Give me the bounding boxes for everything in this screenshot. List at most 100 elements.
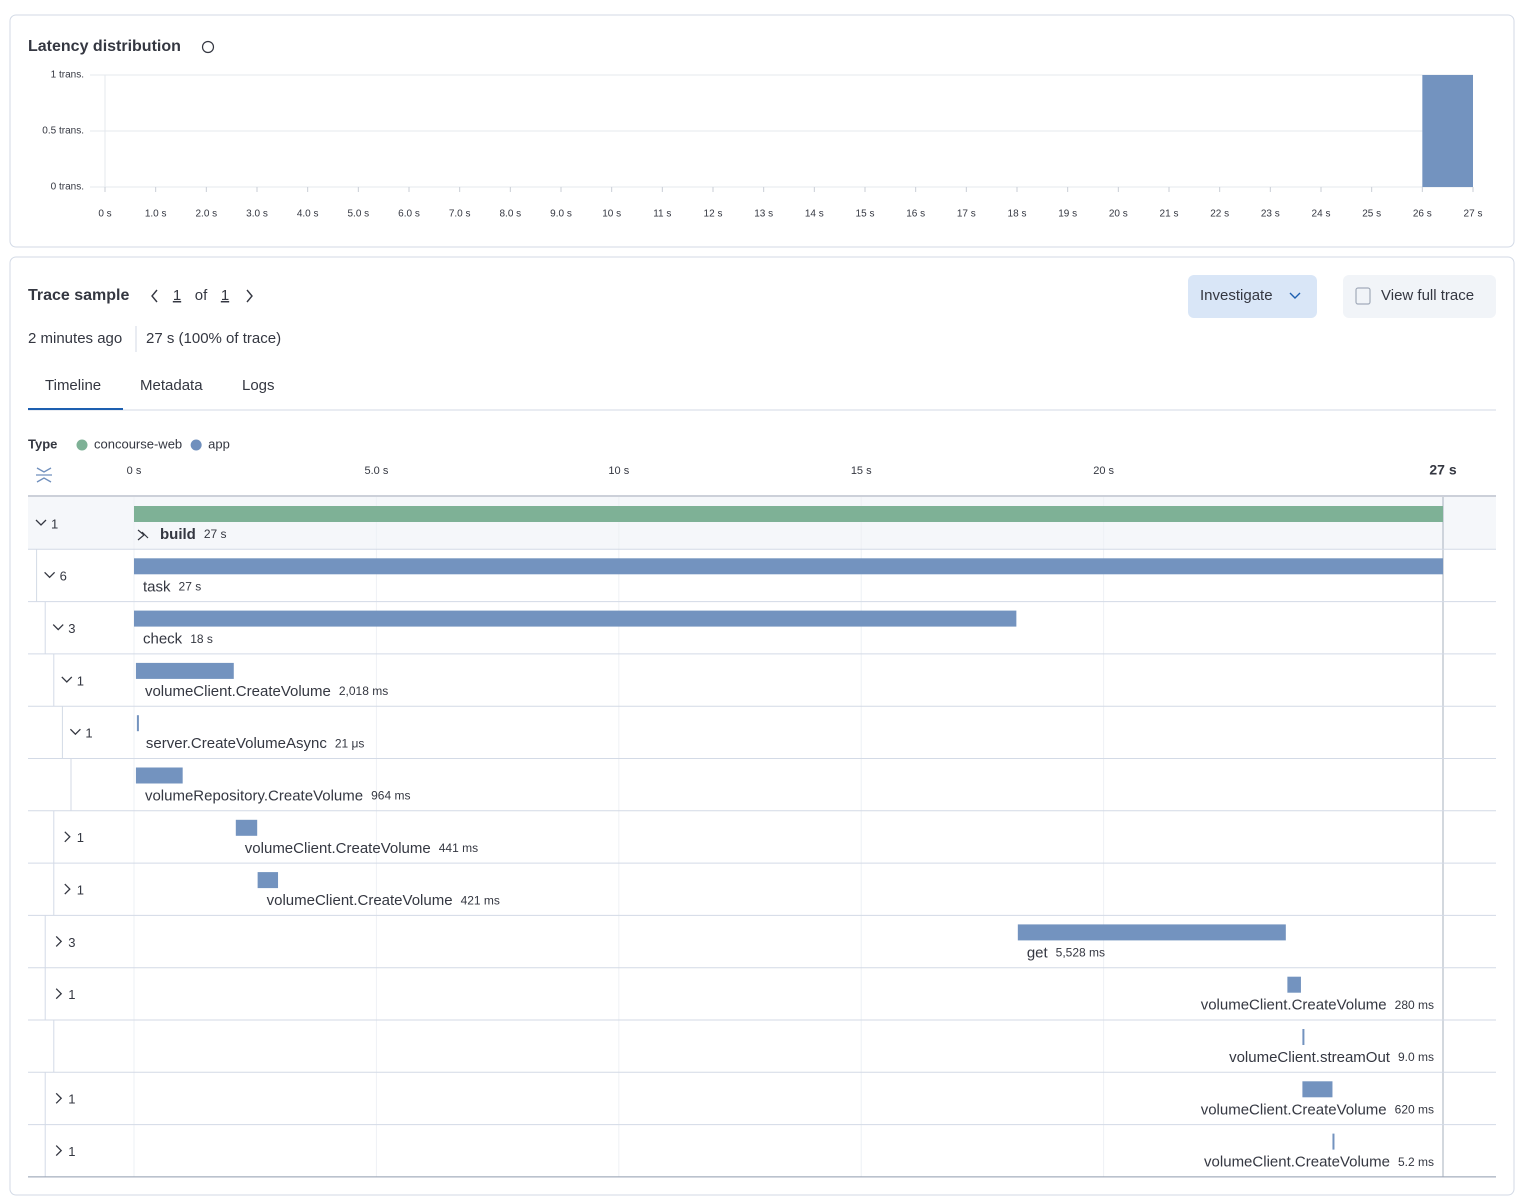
toggle[interactable]: [61, 676, 73, 683]
x-tick-label: 6.0 s: [398, 209, 420, 220]
prev-button[interactable]: [151, 289, 158, 303]
legend-title: Type: [28, 436, 57, 451]
view-trace-button[interactable]: [1343, 275, 1496, 318]
x-tick-label: 18 s: [1008, 209, 1027, 220]
span-bar[interactable]: [257, 872, 279, 889]
span-duration: 441 ms: [439, 841, 478, 855]
span-bar[interactable]: [1302, 1081, 1333, 1098]
legend-label: app: [208, 436, 230, 451]
investigate-button[interactable]: [1188, 275, 1317, 318]
toggle[interactable]: [55, 1092, 63, 1104]
toggle[interactable]: [35, 519, 47, 526]
x-tick-label: 13 s: [754, 209, 773, 220]
span-duration: 5.2 ms: [1398, 1155, 1434, 1169]
x-tick-label: 14 s: [805, 209, 824, 220]
x-tick-label: 20 s: [1109, 209, 1128, 220]
span-name: volumeRepository.CreateVolume: [145, 787, 363, 804]
x-tick-label: 17 s: [957, 209, 976, 220]
tab-underline: [28, 408, 123, 410]
bar: [1422, 75, 1473, 187]
legend-label: concourse-web: [94, 436, 182, 451]
next-button[interactable]: [246, 289, 253, 303]
collapse-all-icon[interactable]: [36, 467, 52, 483]
span-bar[interactable]: [136, 715, 139, 732]
span-name: volumeClient.CreateVolume: [267, 892, 453, 909]
span-name: server.CreateVolumeAsync: [146, 735, 327, 752]
span-bar[interactable]: [134, 506, 1443, 522]
y-tick-label: 0.5 trans.: [42, 126, 84, 137]
timeline-tick-label: 27 s: [1429, 462, 1456, 478]
tab[interactable]: Timeline: [45, 377, 101, 394]
page-of: of: [195, 287, 208, 304]
x-tick-label: 24 s: [1312, 209, 1331, 220]
span-duration: 21 μs: [335, 736, 365, 750]
span-duration: 2,018 ms: [339, 684, 388, 698]
toggle[interactable]: [52, 624, 64, 631]
view-trace-label[interactable]: View full trace: [1381, 287, 1474, 304]
toggle[interactable]: [64, 883, 71, 895]
x-tick-label: 26 s: [1413, 209, 1432, 220]
help-icon[interactable]: [201, 40, 215, 54]
investigate-chevron: [1289, 292, 1301, 299]
span-bar[interactable]: [235, 819, 258, 836]
toggle[interactable]: [55, 988, 63, 1000]
page-total[interactable]: 1: [221, 287, 229, 304]
span-bar[interactable]: [1332, 1133, 1335, 1150]
span-duration: 620 ms: [1395, 1102, 1434, 1116]
child-count: 1: [77, 883, 84, 898]
child-count: 3: [68, 935, 75, 950]
toggle[interactable]: [55, 1145, 63, 1157]
x-tick-label: 15 s: [856, 209, 875, 220]
tab[interactable]: Logs: [242, 377, 275, 394]
span-bar[interactable]: [134, 610, 1017, 627]
investigate-label[interactable]: Investigate: [1200, 287, 1273, 304]
x-tick-label: 1.0 s: [145, 209, 167, 220]
timeline-tick-label: 0 s: [127, 465, 142, 477]
span-bar[interactable]: [1302, 1029, 1305, 1045]
span-duration: 27 s: [179, 579, 202, 593]
timeline-tick-label: 5.0 s: [364, 465, 388, 477]
x-tick-label: 21 s: [1160, 209, 1179, 220]
x-tick-label: 27 s: [1464, 209, 1483, 220]
x-tick-label: 19 s: [1058, 209, 1077, 220]
trace-panel: [9, 256, 1515, 1196]
span-name: get: [1027, 944, 1049, 961]
child-count: 1: [77, 830, 84, 845]
child-count: 3: [68, 621, 75, 636]
toggle[interactable]: [69, 728, 81, 736]
page-current[interactable]: 1: [173, 287, 181, 304]
x-tick-label: 0 s: [98, 209, 111, 220]
legend-swatch: [190, 439, 202, 451]
span-duration: 280 ms: [1395, 998, 1434, 1012]
child-count: 1: [51, 516, 58, 531]
toggle[interactable]: [44, 571, 56, 579]
y-tick-label: 0 trans.: [51, 182, 84, 193]
x-tick-label: 23 s: [1261, 209, 1280, 220]
legend-swatch: [76, 439, 88, 451]
span-name: task: [143, 578, 171, 595]
x-tick-label: 2.0 s: [195, 209, 217, 220]
span-name: volumeClient.CreateVolume: [145, 683, 331, 700]
span-bar[interactable]: [135, 767, 183, 784]
child-count: 6: [60, 569, 67, 584]
span-bar[interactable]: [1287, 976, 1301, 993]
x-tick-label: 25 s: [1362, 209, 1381, 220]
span-name: build: [160, 526, 196, 543]
chart-title: Latency distribution: [28, 38, 181, 55]
view-trace-icon: [1355, 287, 1371, 305]
span-duration: 18 s: [190, 632, 213, 646]
span-name: volumeClient.CreateVolume: [245, 840, 431, 857]
span-name: volumeClient.CreateVolume: [1201, 997, 1387, 1014]
trace-title: Trace sample: [28, 287, 130, 304]
span-icon: [137, 529, 149, 541]
span-bar[interactable]: [135, 662, 234, 679]
span-bar[interactable]: [134, 558, 1443, 575]
toggle[interactable]: [64, 831, 71, 843]
x-tick-label: 5.0 s: [347, 209, 369, 220]
toggle[interactable]: [55, 935, 63, 947]
span-name: volumeClient.CreateVolume: [1204, 1154, 1390, 1171]
tab[interactable]: Metadata: [140, 377, 203, 394]
span-bar[interactable]: [1017, 924, 1286, 941]
child-count: 1: [68, 987, 75, 1002]
